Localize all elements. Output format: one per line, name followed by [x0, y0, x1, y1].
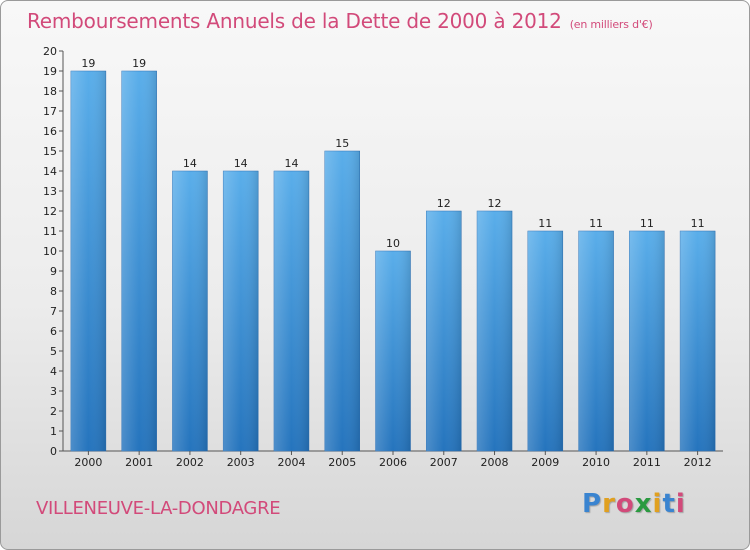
bar-shade-2009 — [527, 231, 563, 451]
logo-letter: o — [615, 489, 635, 519]
y-tick-label: 5 — [50, 345, 57, 358]
value-label-2005: 15 — [335, 137, 349, 150]
logo-letter: r — [602, 489, 616, 519]
value-label-2007: 12 — [437, 197, 451, 210]
bar-shade-2011 — [629, 231, 665, 451]
x-tick-label-2005: 2005 — [328, 456, 356, 469]
y-tick-label: 2 — [50, 405, 57, 418]
chart-subtitle: (en milliers d'€) — [569, 18, 653, 31]
bar-shade-2008 — [477, 211, 513, 451]
y-tick-label: 3 — [50, 385, 57, 398]
y-tick-label: 15 — [43, 145, 57, 158]
y-tick-label: 4 — [50, 365, 57, 378]
value-label-2004: 14 — [284, 157, 298, 170]
bar-shade-2001 — [121, 71, 157, 451]
y-tick-label: 13 — [43, 185, 57, 198]
y-tick-label: 17 — [43, 105, 57, 118]
y-tick-label: 11 — [43, 225, 57, 238]
y-tick-label: 10 — [43, 245, 57, 258]
x-tick-label-2012: 2012 — [684, 456, 712, 469]
logo-letter: x — [634, 489, 653, 519]
bar-shade-2012 — [680, 231, 716, 451]
value-label-2010: 11 — [589, 217, 603, 230]
x-tick-label-2009: 2009 — [531, 456, 559, 469]
x-tick-label-2002: 2002 — [176, 456, 204, 469]
logo-letter: P — [582, 489, 603, 519]
x-tick-label-2001: 2001 — [125, 456, 153, 469]
x-tick-label-2011: 2011 — [633, 456, 661, 469]
value-label-2000: 19 — [81, 57, 95, 70]
x-tick-label-2008: 2008 — [481, 456, 509, 469]
value-label-2003: 14 — [234, 157, 248, 170]
value-label-2006: 10 — [386, 237, 400, 250]
y-tick-label: 8 — [50, 285, 57, 298]
logo-letter: i — [652, 489, 663, 519]
chart-title: Remboursements Annuels de la Dette de 20… — [27, 9, 653, 33]
y-tick-label: 14 — [43, 165, 57, 178]
bar-shade-2003 — [223, 171, 259, 451]
bar-shade-2010 — [578, 231, 614, 451]
x-tick-label-2003: 2003 — [227, 456, 255, 469]
bar-shade-2005 — [324, 151, 360, 451]
value-label-2008: 12 — [488, 197, 502, 210]
bar-shade-2007 — [426, 211, 462, 451]
bar-shade-2002 — [172, 171, 208, 451]
y-tick-label: 7 — [50, 305, 57, 318]
commune-name: VILLENEUVE-LA-DONDAGRE — [36, 498, 281, 519]
value-label-2011: 11 — [640, 217, 654, 230]
bar-shade-2006 — [375, 251, 411, 451]
logo-letter: t — [662, 489, 676, 519]
y-tick-label: 1 — [50, 425, 57, 438]
y-tick-label: 12 — [43, 205, 57, 218]
y-tick-label: 0 — [50, 445, 57, 458]
x-tick-label-2006: 2006 — [379, 456, 407, 469]
value-label-2012: 11 — [691, 217, 705, 230]
y-tick-label: 9 — [50, 265, 57, 278]
plot-area: 0123456789101112131415161718192019200019… — [43, 45, 723, 469]
value-label-2009: 11 — [538, 217, 552, 230]
x-tick-label-2007: 2007 — [430, 456, 458, 469]
x-tick-label-2000: 2000 — [74, 456, 102, 469]
value-label-2002: 14 — [183, 157, 197, 170]
y-tick-label: 6 — [50, 325, 57, 338]
y-tick-label: 18 — [43, 85, 57, 98]
value-label-2001: 19 — [132, 57, 146, 70]
chart-title-text: Remboursements Annuels de la Dette de 20… — [27, 9, 562, 33]
y-tick-label: 19 — [43, 65, 57, 78]
bar-shade-2000 — [70, 71, 106, 451]
y-tick-label: 16 — [43, 125, 57, 138]
proxiti-logo[interactable]: Proxiti — [582, 489, 686, 519]
x-tick-label-2004: 2004 — [277, 456, 305, 469]
y-tick-label: 20 — [43, 45, 57, 58]
x-tick-label-2010: 2010 — [582, 456, 610, 469]
bar-shade-2004 — [273, 171, 309, 451]
logo-letter: i — [675, 489, 686, 519]
